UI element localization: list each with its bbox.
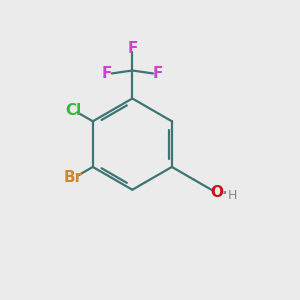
Text: Cl: Cl	[66, 103, 82, 118]
Text: F: F	[102, 66, 112, 81]
Text: F: F	[127, 41, 137, 56]
Text: H: H	[228, 189, 238, 202]
Text: ·: ·	[221, 186, 227, 201]
Text: Br: Br	[64, 170, 83, 185]
Text: O: O	[210, 185, 223, 200]
Text: F: F	[152, 66, 163, 81]
